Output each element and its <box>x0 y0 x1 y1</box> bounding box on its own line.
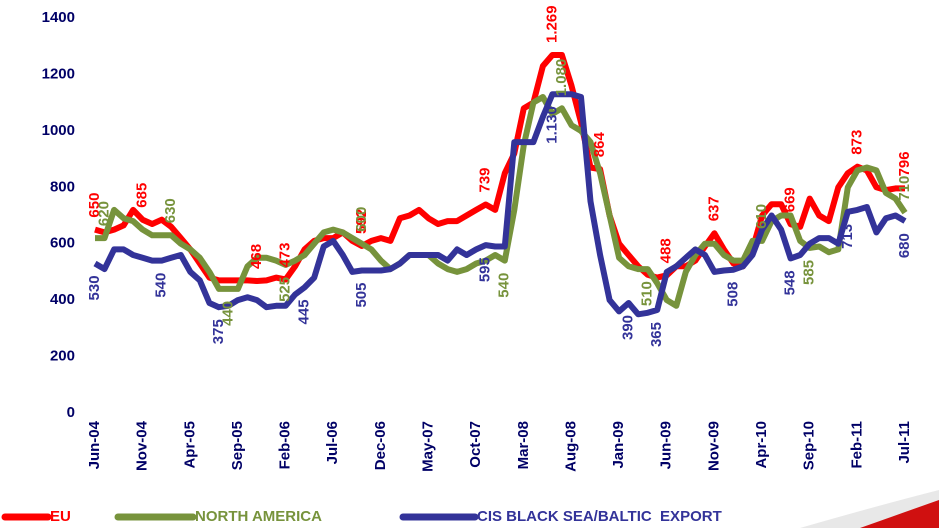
data-label: 620 <box>95 201 112 226</box>
x-tick-label: Feb-06 <box>277 421 294 469</box>
x-tick-label: Oct-07 <box>467 421 484 468</box>
data-label: 873 <box>848 130 865 155</box>
x-tick-label: Feb-11 <box>848 421 865 469</box>
y-tick-label: 200 <box>50 348 75 365</box>
data-label: 600 <box>353 207 370 232</box>
x-tick-label: Jul-11 <box>896 421 913 464</box>
x-tick-label: Jul-06 <box>324 421 341 464</box>
x-tick-label: May-07 <box>419 421 436 472</box>
data-label: 440 <box>219 301 236 326</box>
data-label: 710 <box>896 176 913 201</box>
data-label: 595 <box>477 257 494 282</box>
data-label: 445 <box>296 299 313 324</box>
x-tick-label: Mar-08 <box>515 421 532 469</box>
decoration <box>860 500 939 528</box>
x-tick-label: Jan-09 <box>610 421 627 469</box>
data-label: 650 <box>86 193 103 218</box>
y-tick-label: 0 <box>67 404 75 421</box>
data-label: 530 <box>86 275 103 300</box>
data-label: 390 <box>620 315 637 340</box>
x-tick-label: Sep-05 <box>229 421 246 470</box>
y-tick-label: 1000 <box>42 122 75 139</box>
data-label: 1.269 <box>543 5 560 43</box>
x-tick-label: Apr-10 <box>753 421 770 469</box>
data-label: 540 <box>153 273 170 298</box>
data-label: 610 <box>753 204 770 229</box>
data-label: 375 <box>210 319 227 344</box>
data-label: 1.130 <box>543 106 560 144</box>
x-tick-label: Aug-08 <box>562 421 579 472</box>
data-label: 669 <box>782 187 799 212</box>
series-line <box>93 91 907 318</box>
data-label: 540 <box>496 273 513 298</box>
data-label: 680 <box>896 233 913 258</box>
data-label: 548 <box>782 270 799 295</box>
data-label: 505 <box>353 283 370 308</box>
x-tick-label: Dec-06 <box>372 421 389 470</box>
y-tick-label: 1200 <box>42 65 75 82</box>
data-label: 713 <box>839 224 856 249</box>
series-line <box>95 94 908 309</box>
data-label: 739 <box>477 167 494 192</box>
data-label: 592 <box>353 209 370 234</box>
x-tick-label: Apr-05 <box>181 421 198 469</box>
y-tick-label: 400 <box>50 291 75 308</box>
y-tick-label: 800 <box>50 178 75 195</box>
x-tick-label: Sep-10 <box>801 421 818 470</box>
data-label: 468 <box>248 244 265 269</box>
data-label: 525 <box>277 277 294 302</box>
series-line <box>94 52 905 284</box>
x-tick-label: Jun-04 <box>86 420 103 469</box>
legend-label: CIS BLACK SEA/BALTIC EXPORT <box>477 508 722 525</box>
y-tick-label: 600 <box>50 235 75 252</box>
data-label: 585 <box>801 260 818 285</box>
data-label: 508 <box>724 282 741 307</box>
data-label: 637 <box>705 196 722 221</box>
data-label: 796 <box>896 151 913 176</box>
data-label: 1.080 <box>553 59 570 97</box>
data-label: 685 <box>134 183 151 208</box>
x-tick-label: Nov-09 <box>705 421 722 471</box>
legend-label: EU <box>50 508 71 525</box>
data-label: 510 <box>639 281 656 306</box>
data-label: 630 <box>162 198 179 223</box>
legend-label: NORTH AMERICA <box>195 508 322 525</box>
x-tick-label: Jun-09 <box>658 421 675 469</box>
y-tick-label: 1400 <box>42 9 75 26</box>
data-label: 365 <box>648 322 665 347</box>
data-label: 864 <box>591 132 608 158</box>
data-label: 473 <box>277 243 294 268</box>
data-label: 488 <box>658 238 675 263</box>
x-tick-label: Nov-04 <box>134 420 151 471</box>
